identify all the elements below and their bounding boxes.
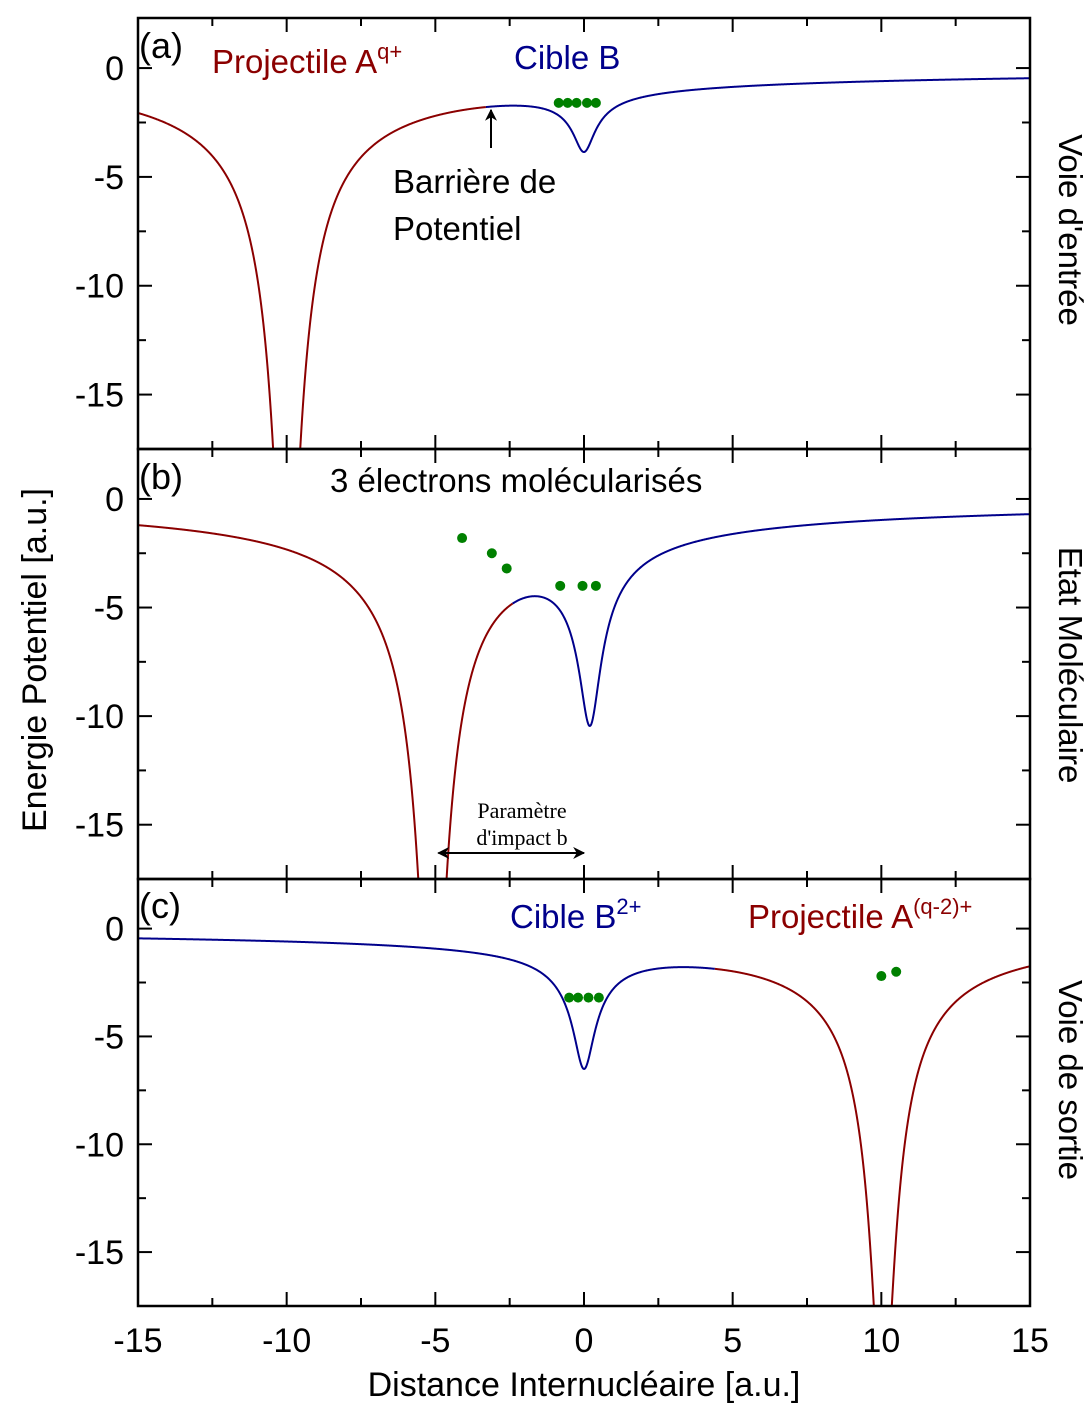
y-tick-label: -15 <box>75 377 124 415</box>
panel-a: 0 -5 -10 -15 (a) Projectile Aq+ Cible B Bar… <box>75 16 1088 451</box>
panel-a-y-tick-labels: 0 -5 -10 -15 <box>75 50 124 415</box>
x-tick-label: 5 <box>723 1322 742 1360</box>
y-tick-label: -10 <box>75 268 124 306</box>
panel-b-curves <box>138 513 1030 879</box>
panel-a-curves <box>138 77 1030 449</box>
impact-label-line1: Paramètre <box>477 798 566 823</box>
electron-dot <box>553 97 564 108</box>
x-tick-label: -15 <box>113 1322 162 1360</box>
panel-b: 0-5-10-15 (b) 3 électrons molécularisés … <box>75 447 1088 881</box>
y-tick-label: -5 <box>94 590 124 628</box>
panel-c-curves <box>138 937 1030 1306</box>
panel-a-projectile-label: Projectile Aq+ <box>212 39 402 80</box>
electron-dot <box>577 580 588 591</box>
electron-dot <box>562 97 573 108</box>
y-tick-label: 0 <box>105 481 124 519</box>
panel-b-letter: (b) <box>139 456 183 497</box>
panel-c-electrons <box>564 966 902 1003</box>
panel-b-y-tick-labels: 0 -5 -10 -15 <box>75 481 124 845</box>
y-tick-label: -5 <box>94 159 124 197</box>
x-tick-label: -5 <box>420 1322 450 1360</box>
electron-dot <box>581 97 592 108</box>
electron-dot <box>583 992 594 1003</box>
panel-a-frame <box>136 16 1032 451</box>
y-tick-label: -15 <box>75 1234 124 1272</box>
electron-dot <box>573 992 584 1003</box>
electron-dot <box>555 580 566 591</box>
projectile-potential-curve <box>138 106 486 449</box>
panel-a-side-label: Voie d'entrée <box>1052 134 1088 326</box>
panel-a-target-label: Cible B <box>514 39 620 76</box>
panel-a-letter: (a) <box>139 25 183 66</box>
barrier-label-line1: Barrière de <box>393 163 556 200</box>
panel-c-side-label: Voie de sortie <box>1052 980 1088 1180</box>
panel-c-letter: (c) <box>139 885 181 926</box>
target-potential-curve <box>485 77 1030 154</box>
panel-c-target-label: Cible B2+ <box>510 894 641 935</box>
y-tick-label: -10 <box>75 1126 124 1164</box>
x-tick-labels: -15 -10 -5 0 5 10 15 <box>113 1322 1048 1360</box>
y-axis-title: Energie Potentiel [a.u.] <box>16 488 54 832</box>
electron-dot <box>590 580 601 591</box>
impact-label-line2: d'impact b <box>476 825 567 850</box>
electron-dot <box>593 992 604 1003</box>
x-tick-label: 10 <box>862 1322 900 1360</box>
electron-dot <box>891 966 902 977</box>
panel-a-ticks <box>137 18 1031 450</box>
electron-dot <box>571 97 582 108</box>
panel-b-side-label: Etat Moléculaire <box>1052 547 1088 784</box>
target-potential-curve <box>512 513 1030 728</box>
panel-b-electrons <box>457 533 601 591</box>
panel-b-frame <box>136 447 1032 881</box>
y-tick-label: 0 <box>105 50 124 88</box>
y-tick-label: -10 <box>75 698 124 736</box>
electron-dot <box>590 97 601 108</box>
panel-c-y-tick-labels: 0 -5 -10 -15 <box>75 911 124 1272</box>
panel-b-title-label: 3 électrons molécularisés <box>330 462 702 499</box>
projectile-potential-curve <box>714 965 1030 1306</box>
panel-b-ticks <box>137 449 1031 880</box>
y-tick-label: -15 <box>75 807 124 845</box>
electron-dot <box>501 563 512 574</box>
electron-dot <box>564 992 575 1003</box>
electron-dot <box>457 533 468 544</box>
projectile-potential-curve <box>138 524 514 879</box>
x-axis-title: Distance Internucléaire [a.u.] <box>368 1366 801 1404</box>
panel-c-projectile-label: Projectile A(q-2)+ <box>748 894 972 935</box>
panel-a-electrons <box>553 97 601 108</box>
y-tick-label: 0 <box>105 911 124 949</box>
barrier-label-line2: Potentiel <box>393 210 521 247</box>
electron-dot <box>876 971 887 982</box>
electron-dot <box>486 548 497 559</box>
panel-c-frame <box>136 877 1032 1308</box>
x-tick-label: -10 <box>262 1322 311 1360</box>
x-tick-label: 15 <box>1011 1322 1049 1360</box>
y-tick-label: -5 <box>94 1018 124 1056</box>
x-tick-label: 0 <box>575 1322 594 1360</box>
panel-c: 0 -5 -10 -15 (c) Cible B2+ Projectile A(q-2… <box>75 877 1088 1308</box>
target-potential-curve <box>138 937 715 1071</box>
